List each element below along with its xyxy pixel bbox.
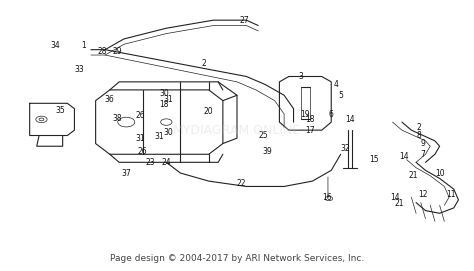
Text: 31: 31: [164, 95, 173, 104]
Text: 3: 3: [298, 72, 303, 81]
Text: 14: 14: [345, 115, 355, 124]
Text: 14: 14: [390, 193, 400, 202]
Text: 15: 15: [369, 155, 378, 164]
Text: 9: 9: [421, 139, 426, 148]
Text: 23: 23: [145, 158, 155, 167]
Text: 29: 29: [112, 47, 122, 56]
Text: 14: 14: [400, 153, 409, 162]
Text: 21: 21: [395, 199, 404, 208]
Text: 19: 19: [301, 109, 310, 118]
Text: 38: 38: [112, 114, 122, 122]
Text: 28: 28: [98, 47, 108, 56]
Text: 26: 26: [136, 111, 145, 120]
Text: 2: 2: [201, 59, 206, 67]
Text: 11: 11: [447, 190, 456, 199]
Text: 35: 35: [55, 105, 65, 115]
Text: 27: 27: [239, 16, 249, 25]
Text: 32: 32: [340, 144, 350, 153]
Text: 26: 26: [138, 147, 147, 156]
Text: 8: 8: [416, 131, 421, 140]
Text: 4: 4: [334, 80, 338, 89]
Text: 36: 36: [105, 95, 115, 104]
Text: 31: 31: [155, 132, 164, 141]
Text: 20: 20: [204, 107, 214, 116]
Text: MYDIAGRAM.ONLINE: MYDIAGRAM.ONLINE: [173, 124, 301, 137]
Text: Page design © 2004-2017 by ARI Network Services, Inc.: Page design © 2004-2017 by ARI Network S…: [110, 254, 364, 263]
Text: 24: 24: [162, 158, 171, 167]
Text: 25: 25: [258, 131, 268, 140]
Text: 37: 37: [121, 169, 131, 178]
Text: 5: 5: [338, 91, 343, 100]
Text: 22: 22: [237, 179, 246, 188]
Text: 16: 16: [322, 193, 331, 202]
Text: 21: 21: [409, 171, 419, 180]
Text: 33: 33: [74, 65, 84, 74]
Text: 18: 18: [305, 115, 315, 124]
Text: 2: 2: [416, 123, 421, 132]
Text: 30: 30: [164, 128, 173, 137]
Text: 10: 10: [435, 169, 445, 178]
Text: 7: 7: [421, 150, 426, 159]
Text: 1: 1: [82, 41, 86, 50]
Text: 18: 18: [159, 100, 169, 109]
Text: 31: 31: [136, 134, 145, 143]
Text: 6: 6: [329, 109, 334, 118]
Text: 30: 30: [159, 89, 169, 98]
Text: 34: 34: [51, 41, 61, 50]
Text: 39: 39: [263, 147, 273, 156]
Text: 12: 12: [419, 190, 428, 199]
Text: 17: 17: [305, 126, 315, 135]
